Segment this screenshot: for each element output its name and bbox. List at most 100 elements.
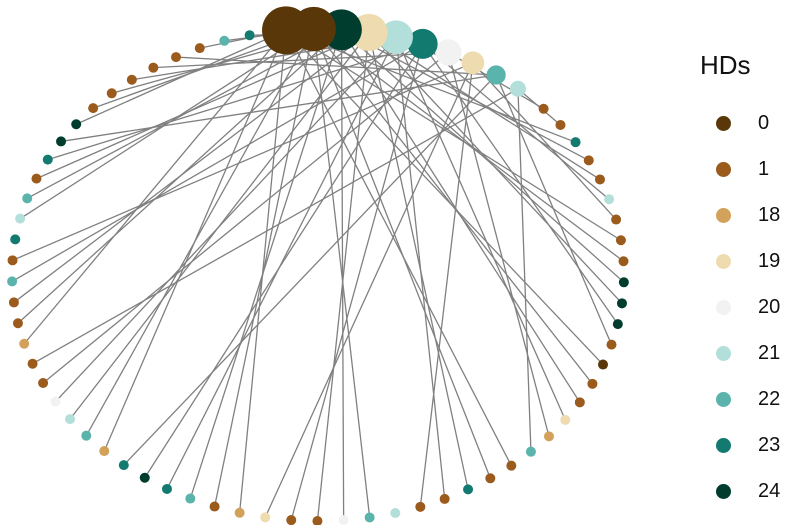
network-node	[618, 277, 629, 288]
network-node	[604, 194, 615, 205]
network-node	[148, 62, 159, 73]
legend-label: 19	[758, 249, 781, 272]
network-edge	[285, 29, 604, 365]
network-edge	[153, 51, 449, 69]
network-edge	[32, 88, 519, 365]
network-node	[555, 119, 566, 130]
legend-label: 20	[758, 295, 781, 318]
network-edge	[189, 29, 343, 499]
network-node	[612, 319, 623, 330]
network-node	[463, 484, 474, 495]
network-edge	[47, 43, 423, 161]
network-edge	[313, 28, 491, 479]
network-edge	[495, 74, 613, 345]
network-node	[38, 378, 49, 389]
network-node	[338, 515, 349, 525]
hub-node	[486, 65, 506, 85]
network-node	[611, 214, 622, 225]
network-node	[118, 460, 129, 471]
network-node	[574, 397, 585, 408]
network-node	[312, 516, 323, 525]
network-edge	[340, 29, 581, 403]
network-edge	[11, 43, 423, 282]
network-edge	[447, 52, 550, 437]
network-node	[31, 173, 42, 184]
network-node	[244, 30, 255, 41]
legend-key	[716, 161, 731, 177]
network-node	[106, 88, 117, 99]
network-node	[234, 507, 245, 518]
legend-label: 18	[758, 203, 781, 226]
legend-label: 1	[758, 157, 770, 180]
network-node	[194, 43, 205, 54]
network-node	[485, 473, 496, 484]
hub-node	[461, 51, 485, 75]
network-edge	[36, 31, 370, 180]
legend-item: 21	[700, 330, 790, 376]
network-node	[42, 154, 53, 165]
network-node	[618, 256, 629, 267]
network-node	[598, 359, 609, 370]
legend-label: 0	[758, 111, 770, 134]
network-edge	[175, 56, 497, 76]
network-node	[56, 136, 67, 147]
hub-node	[509, 80, 526, 97]
legend-key	[716, 391, 731, 407]
network-node	[583, 155, 594, 166]
network-node	[7, 255, 18, 266]
legend-key	[716, 207, 731, 223]
network-edge	[340, 29, 345, 521]
network-node	[65, 414, 76, 425]
network-node	[364, 512, 375, 523]
network-edge	[42, 51, 449, 384]
network-node	[88, 103, 99, 114]
legend-item: 19	[700, 238, 790, 284]
network-node	[126, 74, 137, 85]
network-node	[8, 297, 19, 308]
network-node	[439, 493, 450, 504]
network-edge	[313, 28, 371, 518]
hub-node	[407, 28, 438, 59]
network-edge	[12, 62, 474, 261]
network-edge	[144, 43, 424, 479]
network-edge	[368, 31, 601, 181]
network-edge	[123, 74, 497, 466]
network-node	[15, 213, 26, 224]
hub-node	[435, 39, 462, 66]
network-edge	[60, 74, 497, 143]
legend-key	[716, 345, 731, 361]
node-layer	[7, 6, 629, 525]
hub-node	[379, 20, 413, 54]
network-edge	[313, 28, 593, 385]
legend-items: 0 1 18 19 20 21 22 23 24	[700, 100, 790, 514]
legend-label: 22	[758, 387, 781, 410]
network-node	[185, 493, 196, 504]
network-edge	[419, 62, 474, 507]
network-node	[27, 358, 38, 369]
network-node	[19, 338, 30, 349]
network-edge	[368, 32, 623, 304]
network-edge	[285, 30, 512, 466]
network-edge	[55, 36, 397, 402]
network-node	[415, 501, 426, 512]
network-node	[543, 431, 554, 442]
network-edge	[517, 88, 532, 452]
legend-item: 20	[700, 284, 790, 330]
network-edge	[264, 62, 474, 518]
network-node	[12, 318, 23, 329]
network-edge	[285, 29, 576, 143]
legend: HDs 0 1 18 19 20 21 22 23 24	[700, 48, 790, 514]
legend-item: 24	[700, 468, 790, 514]
legend-item: 23	[700, 422, 790, 468]
legend-label: 24	[758, 479, 781, 502]
legend-key	[716, 253, 731, 269]
network-node	[390, 508, 401, 519]
network-edge	[85, 28, 315, 437]
network-edge	[395, 36, 566, 421]
network-node	[209, 501, 220, 512]
network-node	[615, 235, 626, 246]
network-edge	[290, 43, 424, 521]
network-edge	[341, 29, 625, 283]
network-edge	[368, 32, 469, 490]
network-node	[606, 339, 617, 350]
